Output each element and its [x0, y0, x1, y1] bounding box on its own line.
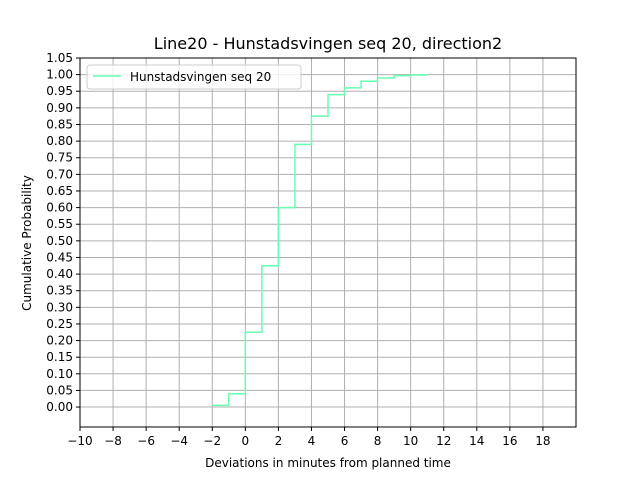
y-tick-label: 0.20 [46, 334, 73, 348]
x-tick-label: 8 [374, 434, 382, 448]
legend-box [86, 64, 302, 90]
x-tick-label: 4 [308, 434, 316, 448]
y-tick-label: 0.60 [46, 201, 73, 215]
y-tick-label: 0.90 [46, 101, 73, 115]
y-tick-label: 0.70 [46, 167, 73, 181]
x-tick-label: −8 [104, 434, 122, 448]
x-tick-label: −10 [67, 434, 92, 448]
y-tick-label: 0.10 [46, 367, 73, 381]
x-tick-label: 0 [242, 434, 250, 448]
x-tick-label: −6 [137, 434, 155, 448]
y-tick-label: 1.00 [46, 68, 73, 82]
grid [79, 57, 576, 427]
y-tick-label: 0.45 [46, 250, 73, 264]
y-tick-label: 0.00 [46, 400, 73, 414]
y-tick-label: 0.95 [46, 84, 73, 98]
x-tick-label: 16 [502, 434, 517, 448]
y-tick-label: 0.85 [46, 117, 73, 131]
y-tick-label: 0.35 [46, 284, 73, 298]
series-layer [212, 74, 428, 407]
y-tick-label: 0.55 [46, 217, 73, 231]
x-tick-label: −2 [203, 434, 221, 448]
y-tick-label: 0.15 [46, 350, 73, 364]
x-tick-label: 12 [436, 434, 451, 448]
y-tick-label: 0.05 [46, 383, 73, 397]
legend: Hunstadsvingen seq 20 [86, 64, 302, 90]
y-tick-label: 0.50 [46, 234, 73, 248]
chart-title: Line20 - Hunstadsvingen seq 20, directio… [154, 34, 502, 53]
y-axis-ticks: 0.00 0.05 0.10 0.15 0.20 0.25 0.30 0.35 0.40 0.45… [46, 51, 80, 414]
x-tick-label: −4 [170, 434, 188, 448]
y-tick-label: 0.80 [46, 134, 73, 148]
y-tick-label: 1.05 [46, 51, 73, 65]
y-tick-label: 0.75 [46, 151, 73, 165]
legend-entry-label: Hunstadsvingen seq 20 [130, 70, 271, 84]
y-tick-label: 0.25 [46, 317, 73, 331]
x-tick-label: 18 [535, 434, 550, 448]
x-axis-label: Deviations in minutes from planned time [205, 456, 451, 470]
y-tick-label: 0.65 [46, 184, 73, 198]
x-tick-label: 2 [275, 434, 283, 448]
series-line [212, 74, 428, 407]
x-tick-label: 10 [403, 434, 418, 448]
y-tick-label: 0.30 [46, 300, 73, 314]
y-axis-label: Cumulative Probability [20, 175, 34, 311]
plot-frame [79, 57, 577, 428]
x-tick-label: 6 [341, 434, 349, 448]
x-axis-ticks: −10 −8 −6 −4 −2 0 2 4 6 8 10 12 14 16 18 [67, 427, 551, 448]
x-tick-label: 14 [469, 434, 484, 448]
y-tick-label: 0.40 [46, 267, 73, 281]
